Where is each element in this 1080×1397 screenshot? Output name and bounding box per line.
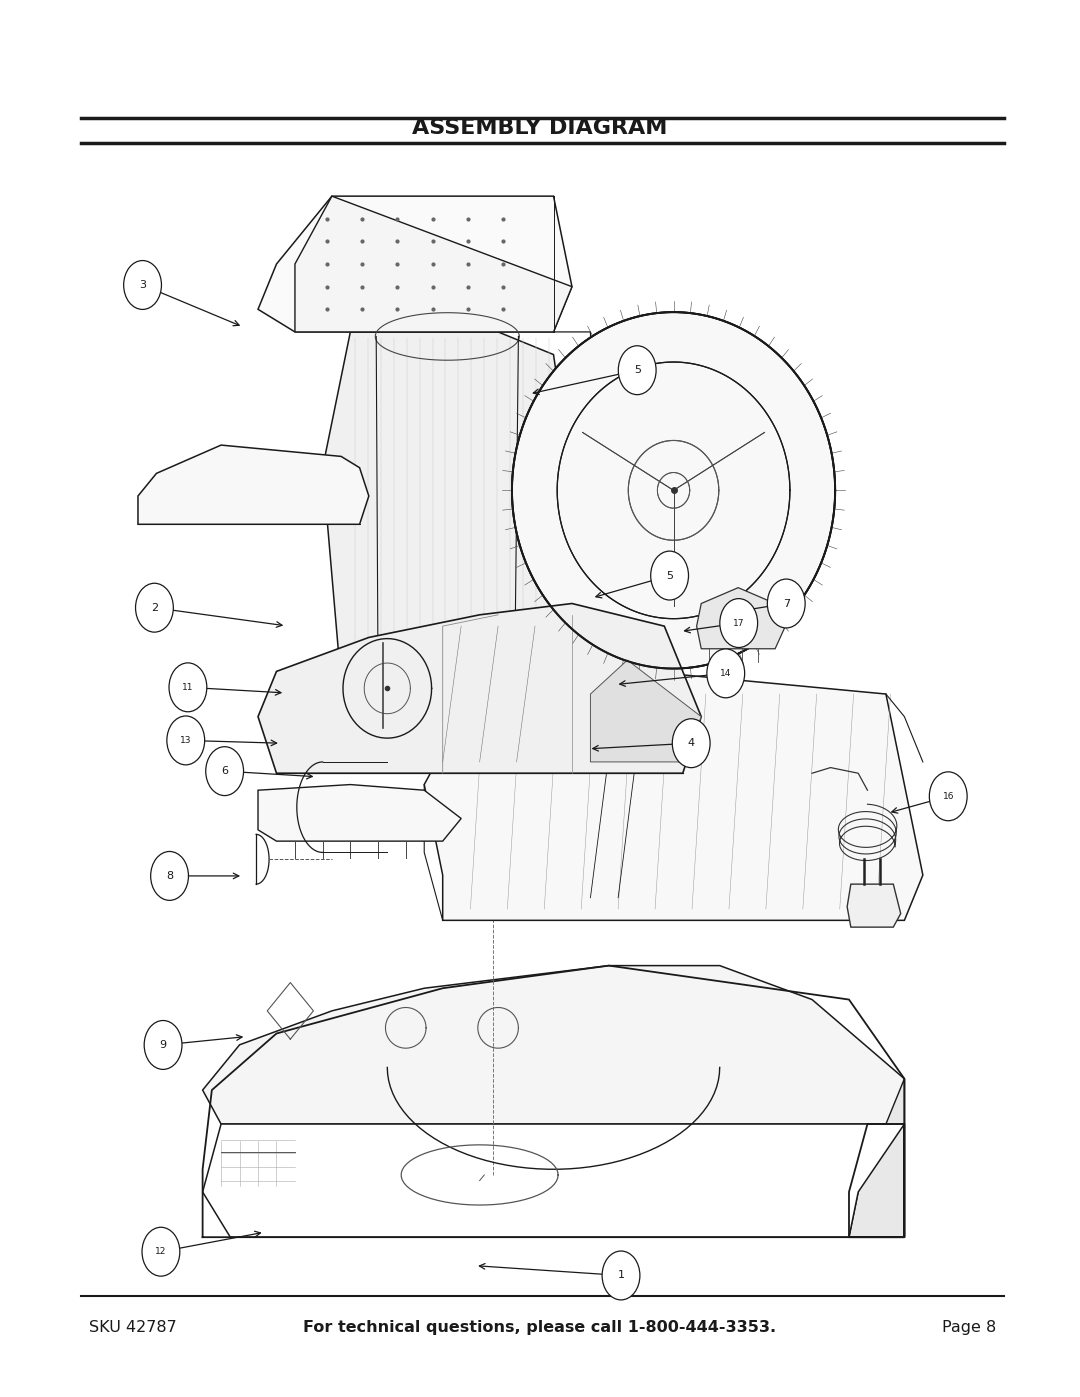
Text: 9: 9 <box>160 1039 166 1051</box>
Circle shape <box>602 1252 639 1299</box>
Circle shape <box>205 746 244 796</box>
Text: 5: 5 <box>634 365 640 376</box>
Circle shape <box>141 1228 179 1277</box>
Circle shape <box>151 851 189 901</box>
Text: 7: 7 <box>783 598 789 609</box>
Polygon shape <box>424 672 922 921</box>
Text: For technical questions, please call 1-800-444-3353.: For technical questions, please call 1-8… <box>303 1320 777 1336</box>
Circle shape <box>767 580 806 629</box>
Circle shape <box>618 345 656 395</box>
Circle shape <box>123 261 162 310</box>
Text: 17: 17 <box>733 619 744 627</box>
Text: 2: 2 <box>151 602 158 613</box>
Polygon shape <box>849 1078 904 1238</box>
Polygon shape <box>138 446 369 524</box>
Polygon shape <box>295 196 572 332</box>
Text: 12: 12 <box>156 1248 166 1256</box>
Polygon shape <box>258 785 461 841</box>
Circle shape <box>929 771 968 820</box>
Text: 3: 3 <box>139 279 146 291</box>
Text: Page 8: Page 8 <box>942 1320 996 1336</box>
Text: ASSEMBLY DIAGRAM: ASSEMBLY DIAGRAM <box>413 117 667 138</box>
Polygon shape <box>512 312 835 669</box>
Circle shape <box>144 1020 181 1070</box>
Text: 5: 5 <box>666 570 673 581</box>
Text: 13: 13 <box>180 736 191 745</box>
Circle shape <box>720 598 758 648</box>
Circle shape <box>166 717 205 766</box>
Text: 6: 6 <box>221 766 228 777</box>
Polygon shape <box>203 1125 904 1238</box>
Text: 1: 1 <box>618 1270 624 1281</box>
Circle shape <box>672 718 711 768</box>
Polygon shape <box>323 332 591 683</box>
Text: 4: 4 <box>688 738 694 749</box>
Circle shape <box>168 664 207 712</box>
Circle shape <box>707 648 745 697</box>
Circle shape <box>650 552 689 601</box>
Polygon shape <box>847 884 901 928</box>
Polygon shape <box>203 965 904 1125</box>
Text: 8: 8 <box>166 870 173 882</box>
Polygon shape <box>258 604 701 773</box>
Circle shape <box>136 584 174 631</box>
Text: 16: 16 <box>943 792 954 800</box>
Polygon shape <box>258 196 572 332</box>
Polygon shape <box>697 588 784 648</box>
Polygon shape <box>591 659 701 761</box>
Text: 14: 14 <box>720 669 731 678</box>
Text: SKU 42787: SKU 42787 <box>89 1320 176 1336</box>
Text: 11: 11 <box>183 683 193 692</box>
